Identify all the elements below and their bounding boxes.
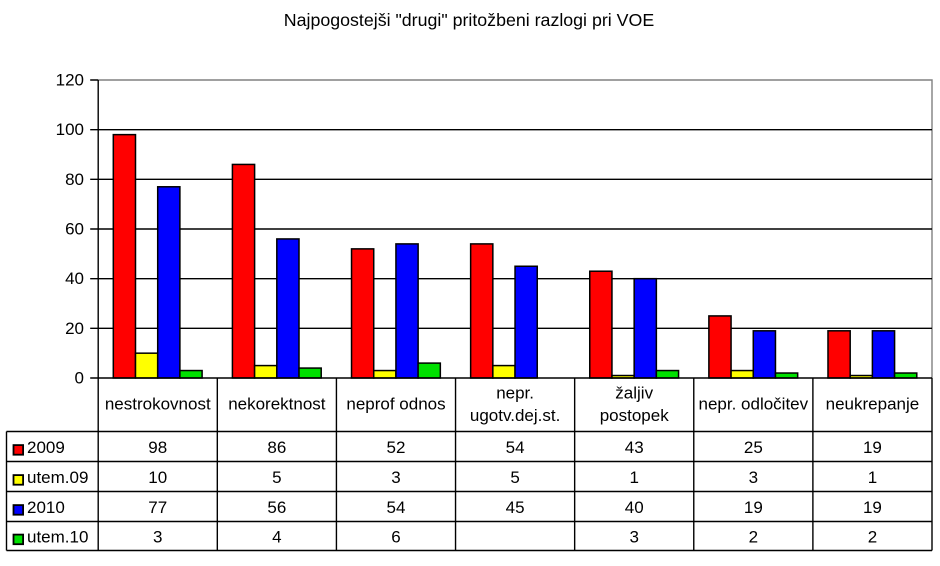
svg-text:5: 5 xyxy=(272,468,281,487)
svg-text:80: 80 xyxy=(65,170,84,189)
svg-text:2: 2 xyxy=(868,528,877,547)
svg-text:54: 54 xyxy=(387,498,406,517)
svg-text:0: 0 xyxy=(75,369,84,388)
svg-text:ugotv.dej.st.: ugotv.dej.st. xyxy=(470,406,560,425)
svg-text:nestrokovnost: nestrokovnost xyxy=(105,395,211,414)
svg-text:20: 20 xyxy=(65,319,84,338)
svg-text:1: 1 xyxy=(868,468,877,487)
svg-text:100: 100 xyxy=(56,120,84,139)
svg-text:10: 10 xyxy=(148,468,167,487)
svg-text:19: 19 xyxy=(863,498,882,517)
svg-text:43: 43 xyxy=(625,438,644,457)
svg-text:77: 77 xyxy=(148,498,167,517)
svg-text:98: 98 xyxy=(148,438,167,457)
svg-text:2: 2 xyxy=(749,528,758,547)
svg-text:2010: 2010 xyxy=(27,498,65,517)
svg-text:neprof odnos: neprof odnos xyxy=(346,395,445,414)
svg-text:40: 40 xyxy=(65,269,84,288)
svg-text:1: 1 xyxy=(629,468,638,487)
svg-text:3: 3 xyxy=(153,528,162,547)
svg-text:žaljiv: žaljiv xyxy=(615,384,653,403)
svg-text:nepr.: nepr. xyxy=(496,384,534,403)
svg-text:6: 6 xyxy=(391,528,400,547)
svg-text:120: 120 xyxy=(56,71,84,90)
svg-text:nekorektnost: nekorektnost xyxy=(228,395,326,414)
svg-text:Najpogostejši "drugi" pritožbe: Najpogostejši "drugi" pritožbeni razlogi… xyxy=(284,10,655,30)
svg-text:40: 40 xyxy=(625,498,644,517)
svg-text:19: 19 xyxy=(863,438,882,457)
svg-text:54: 54 xyxy=(506,438,525,457)
svg-text:postopek: postopek xyxy=(600,406,669,425)
svg-text:utem.09: utem.09 xyxy=(27,468,88,487)
svg-text:4: 4 xyxy=(272,528,281,547)
svg-text:60: 60 xyxy=(65,220,84,239)
svg-text:neukrepanje: neukrepanje xyxy=(826,395,920,414)
svg-text:utem.10: utem.10 xyxy=(27,528,88,547)
svg-text:86: 86 xyxy=(267,438,286,457)
svg-text:3: 3 xyxy=(391,468,400,487)
svg-text:5: 5 xyxy=(510,468,519,487)
svg-text:52: 52 xyxy=(387,438,406,457)
svg-text:19: 19 xyxy=(744,498,763,517)
svg-text:3: 3 xyxy=(629,528,638,547)
svg-text:3: 3 xyxy=(749,468,758,487)
svg-text:2009: 2009 xyxy=(27,438,65,457)
svg-text:45: 45 xyxy=(506,498,525,517)
svg-text:56: 56 xyxy=(267,498,286,517)
svg-text:nepr. odločitev: nepr. odločitev xyxy=(699,395,809,414)
svg-text:25: 25 xyxy=(744,438,763,457)
